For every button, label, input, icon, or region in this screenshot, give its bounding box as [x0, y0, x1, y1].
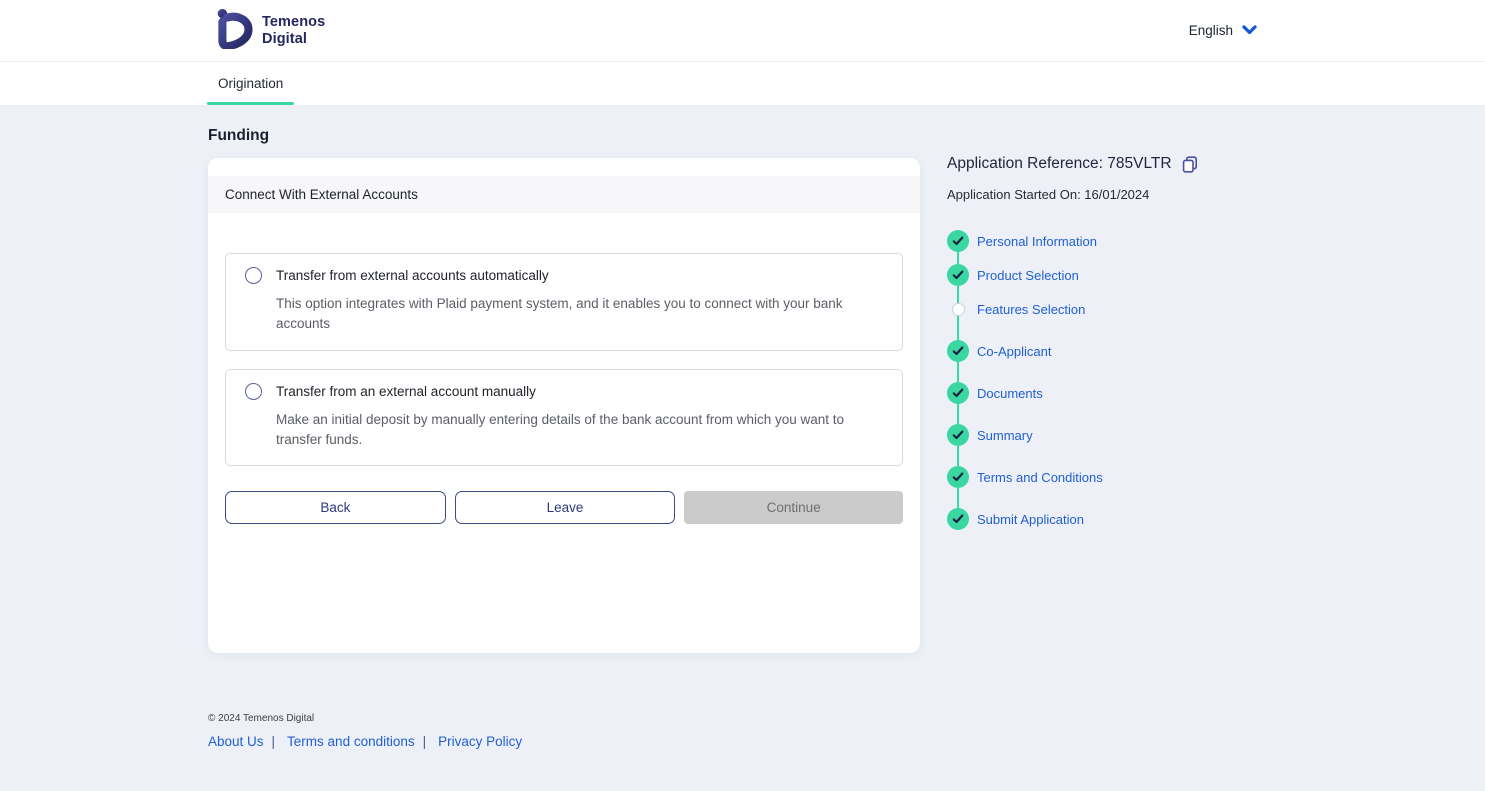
step-current-icon: [951, 302, 965, 316]
footer-link-privacy[interactable]: Privacy Policy: [438, 734, 523, 749]
step-label: Submit Application: [977, 511, 1084, 527]
language-label: English: [1188, 23, 1233, 38]
option-transfer-automatically[interactable]: Transfer from external accounts automati…: [225, 253, 903, 351]
leave-button[interactable]: Leave: [454, 491, 676, 524]
step-check-icon: [947, 424, 969, 446]
footer-link-about-us[interactable]: About Us: [208, 734, 264, 749]
step-product-selection[interactable]: Product Selection: [947, 264, 1207, 286]
step-terms-and-conditions[interactable]: Terms and Conditions: [947, 466, 1207, 488]
step-label: Summary: [977, 427, 1033, 443]
step-check-icon: [947, 264, 969, 286]
language-selector[interactable]: English: [1189, 22, 1257, 40]
main-content: Funding Connect With External Accounts T…: [0, 105, 1485, 653]
step-label: Features Selection: [977, 301, 1086, 317]
step-check-icon: [947, 340, 969, 362]
option-description: This option integrates with Plaid paymen…: [276, 296, 843, 332]
tab-origination-label: Origination: [218, 76, 284, 91]
step-label: Documents: [977, 385, 1043, 401]
step-label: Co-Applicant: [977, 343, 1052, 359]
chevron-down-icon: [1242, 22, 1257, 40]
step-features-selection[interactable]: Features Selection: [947, 298, 1207, 320]
radio-transfer-manually[interactable]: [245, 382, 262, 400]
stepper-connector-line: [957, 241, 959, 519]
step-co-applicant[interactable]: Co-Applicant: [947, 340, 1207, 362]
back-button[interactable]: Back: [225, 491, 446, 524]
step-documents[interactable]: Documents: [947, 382, 1207, 404]
option-transfer-manually[interactable]: Transfer from an external account manual…: [225, 368, 903, 466]
step-check-icon: [947, 508, 969, 530]
progress-stepper: Personal Information Product Selection F…: [947, 230, 1207, 530]
action-buttons: Back Leave Continue: [225, 491, 904, 524]
funding-card: Connect With External Accounts Transfer …: [208, 158, 920, 653]
step-label: Product Selection: [977, 267, 1079, 283]
separator: |: [271, 734, 276, 749]
separator: |: [422, 734, 427, 749]
application-started-on: Application Started On: 16/01/2024: [947, 187, 1150, 202]
footer-link-terms[interactable]: Terms and conditions: [287, 734, 415, 749]
radio-transfer-automatically[interactable]: [245, 267, 262, 284]
option-description: Make an initial deposit by manually ente…: [276, 411, 845, 447]
copyright-text: © 2024 Temenos Digital: [208, 713, 315, 724]
page-footer: © 2024 Temenos Digital About Us | Terms a…: [208, 713, 1485, 749]
option-title: Transfer from an external account manual…: [276, 383, 536, 399]
top-header: Temenos Digital English: [0, 0, 1485, 62]
step-check-icon: [947, 230, 969, 252]
tab-origination[interactable]: Origination: [207, 62, 295, 105]
brand-name: Temenos Digital: [262, 13, 326, 47]
step-label: Terms and Conditions: [977, 469, 1103, 485]
copy-icon[interactable]: [1182, 155, 1198, 173]
application-sidebar: Application Reference: 785VLTR Applicati…: [947, 105, 1287, 530]
brand-logo: Temenos Digital: [217, 7, 325, 54]
nav-tabbar: Origination: [0, 62, 1485, 105]
temenos-logo-icon: [217, 7, 253, 54]
step-personal-information[interactable]: Personal Information: [947, 230, 1207, 252]
continue-button[interactable]: Continue: [684, 491, 904, 524]
option-title: Transfer from external accounts automati…: [276, 268, 549, 283]
step-label: Personal Information: [977, 233, 1097, 249]
application-reference: Application Reference: 785VLTR: [947, 155, 1172, 172]
step-submit-application[interactable]: Submit Application: [947, 508, 1207, 530]
step-check-icon: [947, 382, 969, 404]
page-title: Funding: [208, 127, 270, 144]
card-section-header: Connect With External Accounts: [208, 176, 920, 213]
step-check-icon: [947, 466, 969, 488]
step-summary[interactable]: Summary: [947, 424, 1207, 446]
